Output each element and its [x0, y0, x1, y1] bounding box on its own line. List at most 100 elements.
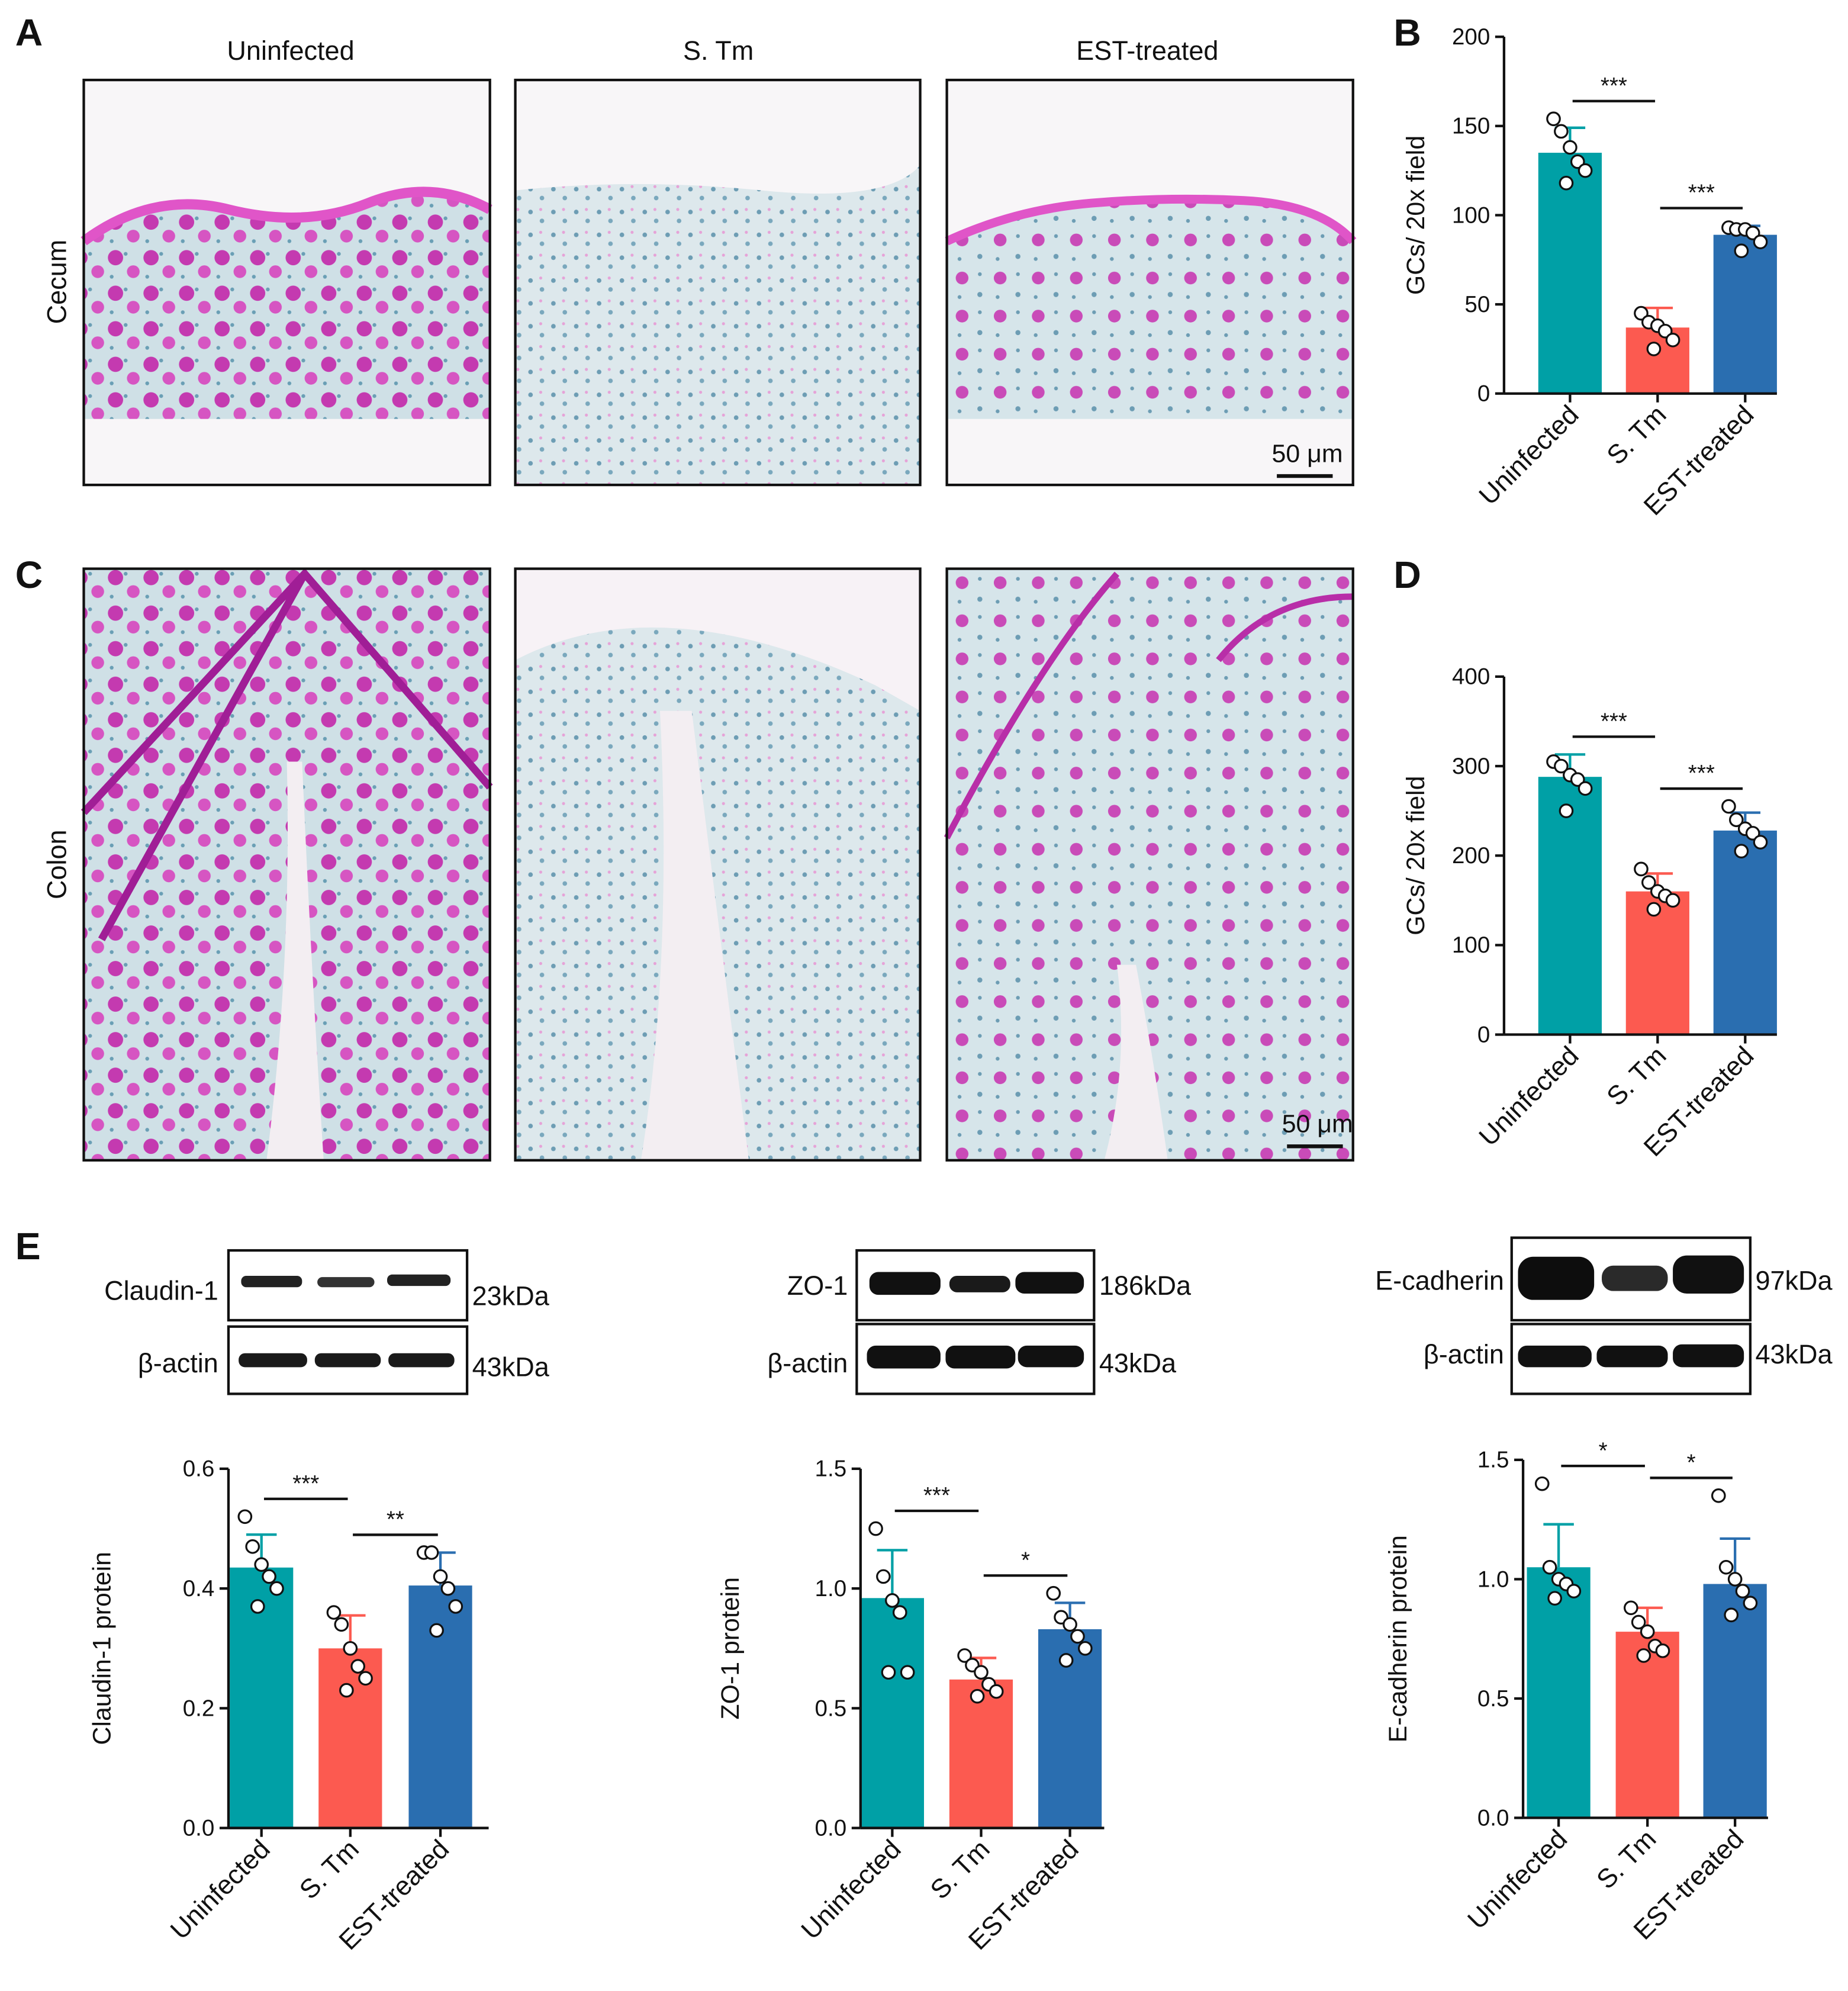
data-point — [1724, 1607, 1739, 1623]
data-point — [1718, 1559, 1734, 1575]
data-point — [1554, 124, 1569, 139]
bar — [860, 1598, 924, 1828]
data-point — [1735, 1584, 1750, 1598]
panel-label: B — [1393, 11, 1421, 54]
data-point — [424, 1545, 439, 1560]
significance-label: *** — [923, 1483, 950, 1508]
y-tick-label: 50 — [1464, 292, 1490, 317]
blot-size: 43kDa — [1099, 1348, 1177, 1378]
y-tick-label: 200 — [1452, 24, 1490, 50]
blot-label: β-actin — [767, 1348, 848, 1378]
data-point — [1727, 1572, 1743, 1587]
data-point — [262, 1569, 276, 1584]
column-label: S. Tm — [683, 36, 754, 66]
data-point — [1743, 1596, 1758, 1611]
data-point — [1534, 1476, 1550, 1491]
data-point — [957, 1648, 972, 1663]
blot-label: E-cadherin — [1375, 1266, 1504, 1296]
y-tick-label: 100 — [1452, 932, 1490, 958]
column-label: Uninfected — [227, 36, 354, 66]
significance-label: *** — [1601, 73, 1627, 99]
panel-label: A — [15, 11, 43, 54]
data-point — [429, 1623, 444, 1638]
data-point — [1640, 1624, 1655, 1639]
blot-image — [227, 1249, 469, 1395]
bar — [1713, 830, 1777, 1035]
y-axis-label: ZO-1 protein — [716, 1577, 745, 1720]
bar — [1615, 1632, 1679, 1818]
data-point — [358, 1671, 373, 1686]
data-point — [250, 1599, 265, 1614]
data-point — [885, 1593, 900, 1608]
scale-bar-label: 50 μm — [1282, 1110, 1353, 1138]
data-point — [326, 1605, 342, 1620]
data-point — [1566, 1584, 1582, 1598]
bar — [1538, 777, 1602, 1035]
panel-label: E — [15, 1225, 41, 1268]
data-point — [1734, 243, 1749, 259]
y-tick-label: 0 — [1477, 381, 1490, 407]
histology-image — [81, 78, 492, 487]
histology-image — [81, 567, 493, 1162]
data-point — [989, 1684, 1004, 1699]
data-point — [868, 1521, 883, 1536]
blot-image — [1510, 1236, 1752, 1395]
data-point — [339, 1683, 354, 1698]
histology-image — [514, 567, 922, 1162]
data-point — [974, 1665, 989, 1680]
bar — [1538, 153, 1602, 394]
significance-label: * — [1021, 1548, 1030, 1573]
blot-size: 186kDa — [1099, 1270, 1192, 1301]
blot-label: Claudin-1 — [104, 1276, 218, 1306]
y-tick-label: 200 — [1452, 843, 1490, 869]
y-axis-label: E-cadherin protein — [1384, 1535, 1412, 1742]
x-tick-label: S. Tm — [1591, 1823, 1662, 1894]
y-tick-label: 0 — [1477, 1022, 1490, 1047]
significance-label: * — [1599, 1438, 1608, 1464]
panel-label: D — [1393, 554, 1421, 596]
y-tick-label: 0.0 — [1477, 1805, 1509, 1831]
data-point — [1634, 861, 1649, 877]
y-tick-label: 100 — [1452, 202, 1490, 228]
y-tick-label: 0.0 — [183, 1816, 215, 1841]
y-tick-label: 0.6 — [183, 1456, 215, 1482]
y-tick-label: 0.5 — [815, 1696, 847, 1721]
significance-label: *** — [1688, 181, 1715, 206]
data-point — [1563, 140, 1577, 155]
data-point — [1646, 902, 1662, 917]
y-axis-label: GCs/ 20x field — [1402, 136, 1430, 295]
data-point — [1546, 111, 1561, 127]
y-tick-label: 400 — [1452, 664, 1490, 690]
y-tick-label: 0.0 — [815, 1816, 847, 1841]
data-point — [1577, 781, 1593, 796]
y-tick-label: 0.4 — [183, 1576, 215, 1601]
significance-label: * — [1687, 1450, 1696, 1475]
bar — [408, 1585, 472, 1828]
data-point — [1753, 234, 1768, 249]
histology-image — [514, 78, 922, 487]
data-point — [1711, 1488, 1726, 1503]
data-point — [1577, 163, 1593, 178]
data-point — [1753, 835, 1768, 850]
x-tick-label: S. Tm — [294, 1834, 365, 1905]
data-point — [881, 1665, 896, 1680]
blot-label: β-actin — [1424, 1339, 1504, 1369]
bar — [949, 1679, 1013, 1828]
significance-label: *** — [1688, 761, 1715, 786]
y-tick-label: 300 — [1452, 754, 1490, 779]
data-point — [245, 1539, 260, 1554]
data-point — [1542, 1559, 1557, 1575]
y-tick-label: 1.5 — [1477, 1448, 1509, 1473]
data-point — [343, 1641, 358, 1656]
data-point — [433, 1569, 448, 1584]
y-axis-label: GCs/ 20x field — [1402, 776, 1430, 935]
blot-size: 97kDa — [1755, 1266, 1833, 1296]
data-point — [1641, 875, 1656, 890]
histology-image — [945, 78, 1357, 487]
blot-label: ZO-1 — [787, 1270, 848, 1301]
y-tick-label: 150 — [1452, 114, 1490, 139]
bar — [318, 1648, 382, 1828]
data-point — [1058, 1653, 1074, 1668]
